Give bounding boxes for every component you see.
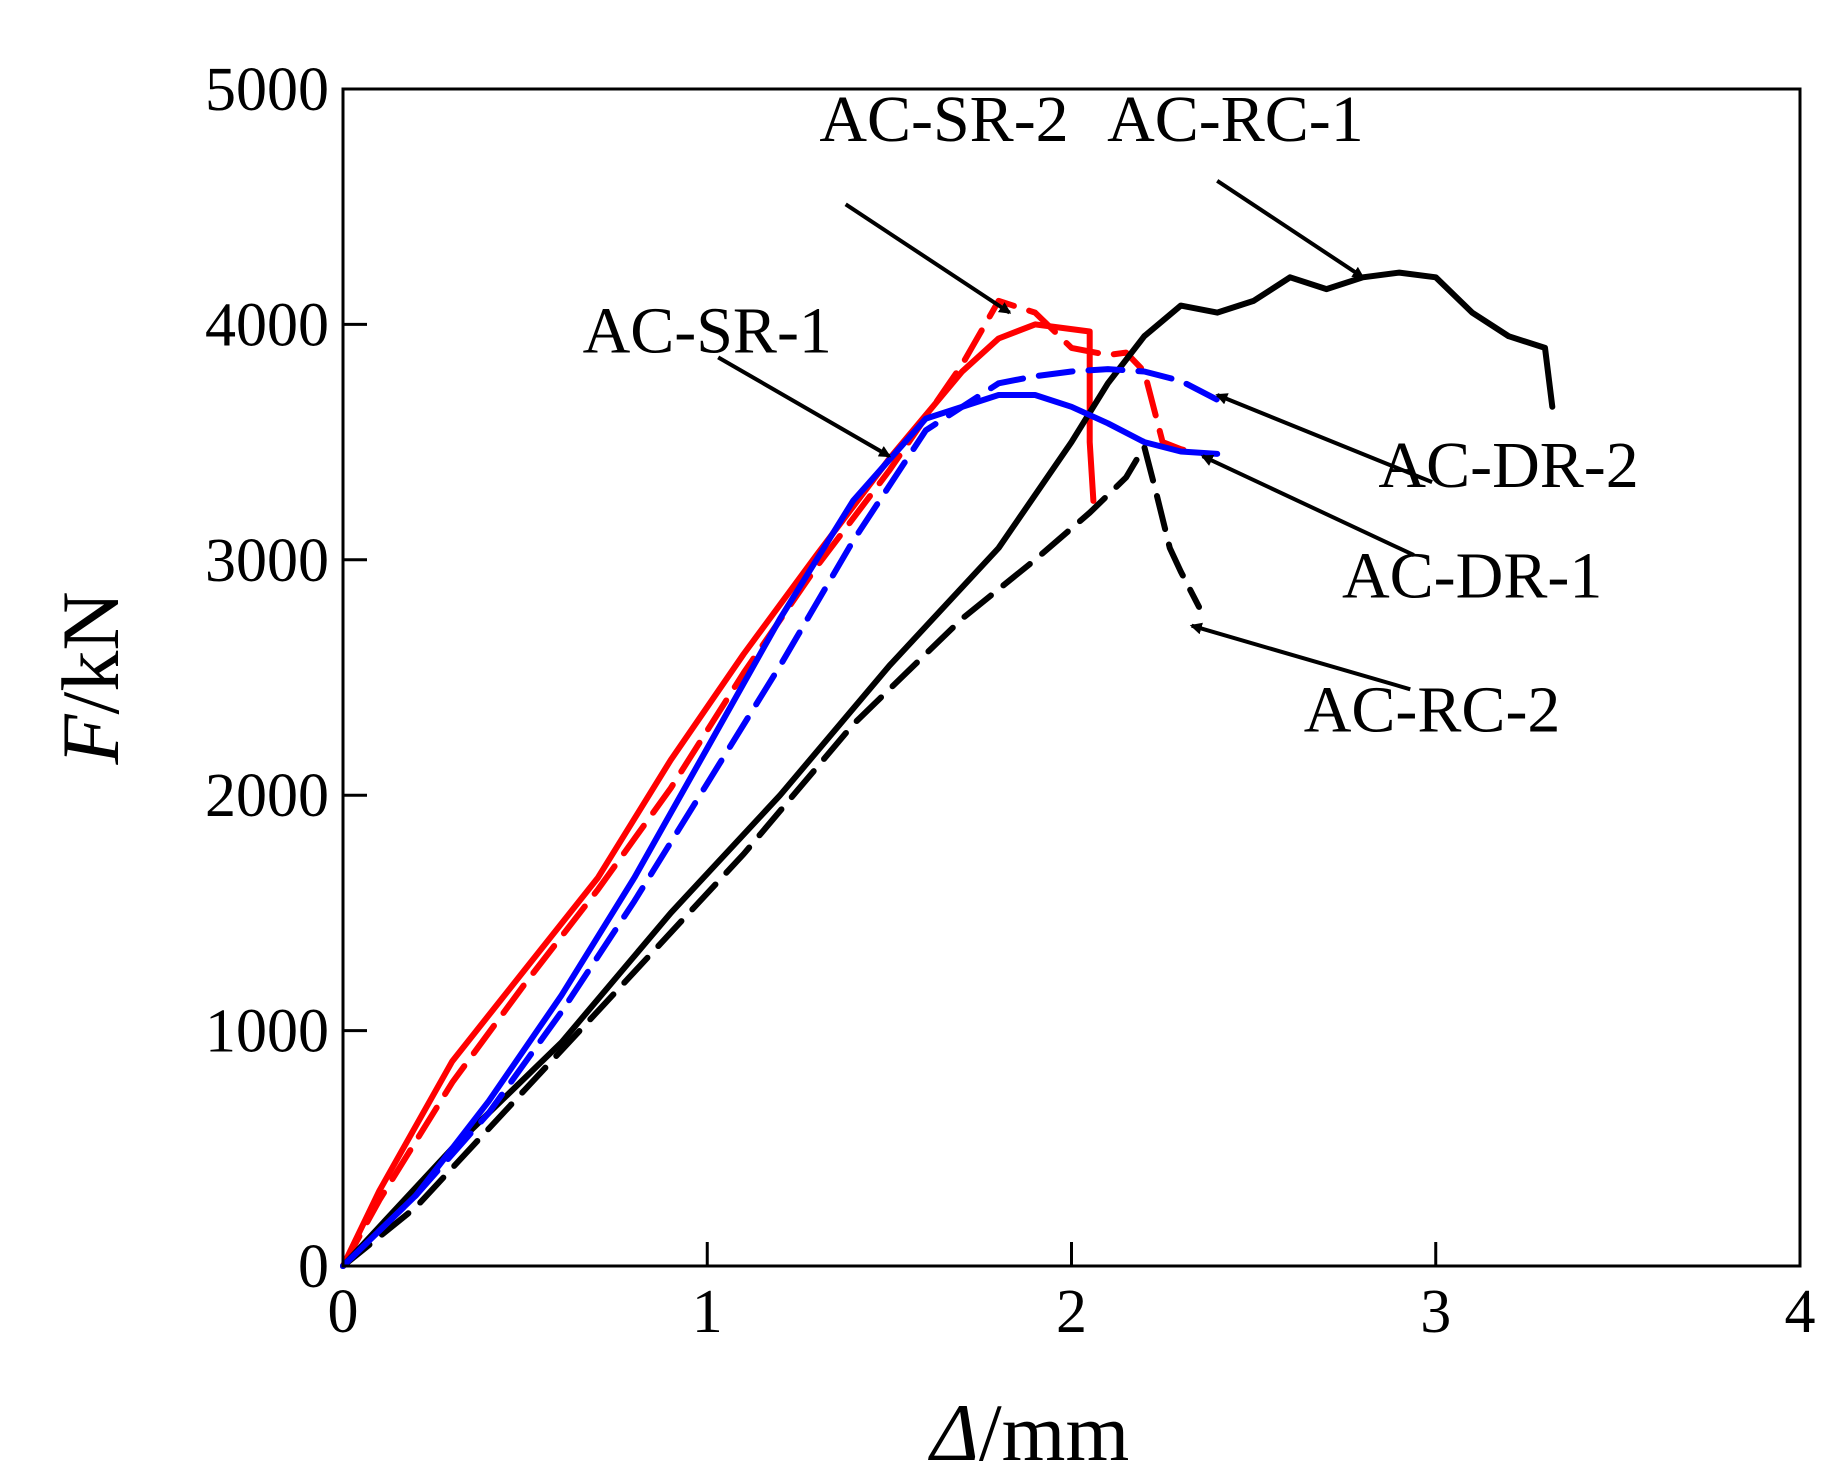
arrow-ac-sr-2 <box>844 202 1012 315</box>
arrow-ac-sr-1 <box>717 355 892 458</box>
arrow-ac-rc-1 <box>1216 179 1365 279</box>
y-tick-label: 0 <box>298 1233 329 1301</box>
callout-ac-sr-2: AC-SR-2 <box>819 83 1068 156</box>
callout-ac-rc-1: AC-RC-1 <box>1107 83 1364 156</box>
x-tick-label: 0 <box>328 1278 359 1346</box>
y-tick-label: 3000 <box>205 527 329 595</box>
x-tick-label: 1 <box>692 1278 723 1346</box>
series-line-ac-dr-1 <box>340 392 1221 1269</box>
arrow-ac-rc-2 <box>1189 622 1411 692</box>
callout-ac-rc-2: AC-RC-2 <box>1304 674 1561 747</box>
callout-ac-sr-1: AC-SR-1 <box>583 295 832 368</box>
x-axis-symbol: Δ <box>928 1387 979 1478</box>
arrow-ac-dr-2 <box>1215 393 1433 484</box>
x-tick-label: 2 <box>1056 1278 1087 1346</box>
series-line-ac-sr-2 <box>340 297 1202 1269</box>
callout-ac-dr-1: AC-DR-1 <box>1342 539 1602 612</box>
y-tick-label: 4000 <box>205 291 329 359</box>
series-line-ac-dr-2 <box>340 366 1221 1269</box>
series-line-ac-rc-1 <box>340 269 1556 1269</box>
y-axis-title: F/kN <box>45 591 136 765</box>
y-tick-label: 2000 <box>205 762 329 830</box>
x-axis-title: Δ/mm <box>928 1387 1130 1478</box>
y-axis-symbol: F <box>45 714 136 766</box>
tick-marks <box>341 87 1802 1268</box>
x-tick-label: 3 <box>1420 1278 1451 1346</box>
series-line-ac-rc-2 <box>340 443 1202 1269</box>
y-axis-unit: /kN <box>45 591 136 714</box>
x-axis-unit: /mm <box>979 1387 1129 1478</box>
series-layer <box>340 269 1556 1269</box>
x-tick-label: 4 <box>1785 1278 1816 1346</box>
plot-frame <box>341 87 1802 1268</box>
annotations: AC-SR-2 AC-RC-1 AC-SR-1 AC-DR-2 AC-DR-1 AC-RC… <box>583 83 1639 747</box>
y-tick-label: 1000 <box>205 998 329 1066</box>
y-tick-label: 5000 <box>205 56 329 124</box>
series-line-ac-sr-1 <box>340 321 1097 1269</box>
arrow-ac-dr-1 <box>1200 454 1415 557</box>
tick-labels: 0 1 2 3 4 0 1000 2000 3000 4000 5000 <box>205 56 1816 1346</box>
callout-ac-dr-2: AC-DR-2 <box>1378 429 1638 502</box>
